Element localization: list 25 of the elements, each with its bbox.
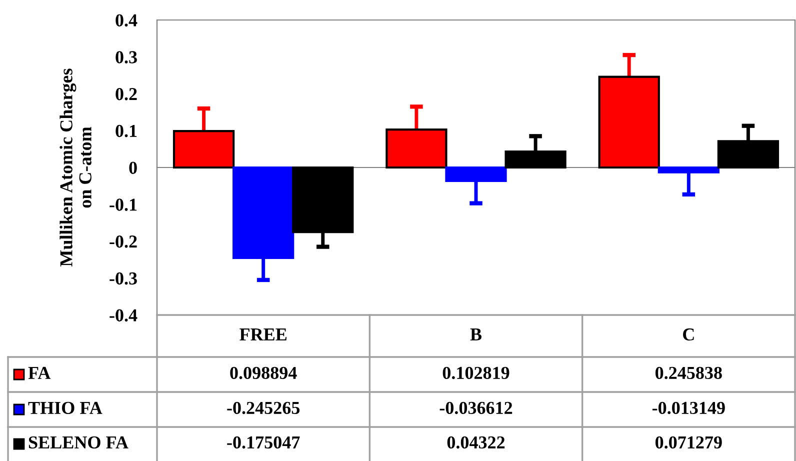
y-tick-label: 0	[129, 162, 137, 174]
y-axis-title: Mulliken Atomic Charges on C-atom	[60, 68, 92, 266]
y-tick-label: 0.1	[116, 124, 137, 138]
data-label: 0.098894	[230, 366, 297, 380]
y-tick-label: 0.4	[116, 14, 138, 27]
data-label: 0.04322	[447, 436, 505, 449]
data-label: -0.013149	[652, 402, 725, 414]
legend-label: FA	[28, 366, 51, 379]
legend-label: SELENO FA	[28, 436, 128, 449]
y-tick-label: 0.2	[116, 88, 137, 100]
y-tick-label: -0.4	[110, 309, 138, 322]
y-tick-label: -0.2	[110, 236, 137, 248]
data-label: 0.071279	[656, 436, 722, 449]
y-tick-label: -0.1	[110, 198, 137, 211]
data-label: -0.036612	[440, 402, 512, 414]
y-tick-label: 0.3	[116, 51, 137, 64]
legend-label: THIO FA	[28, 402, 102, 414]
data-label: -0.245265	[227, 402, 300, 414]
x-tick-label: FREE	[240, 328, 286, 340]
x-tick-label: B	[470, 328, 482, 340]
data-label: 0.245838	[656, 366, 722, 380]
data-label: -0.175047	[227, 436, 300, 449]
x-tick-label: C	[683, 328, 694, 341]
data-label: 0.102819	[442, 366, 510, 380]
y-tick-label: -0.3	[110, 272, 137, 285]
